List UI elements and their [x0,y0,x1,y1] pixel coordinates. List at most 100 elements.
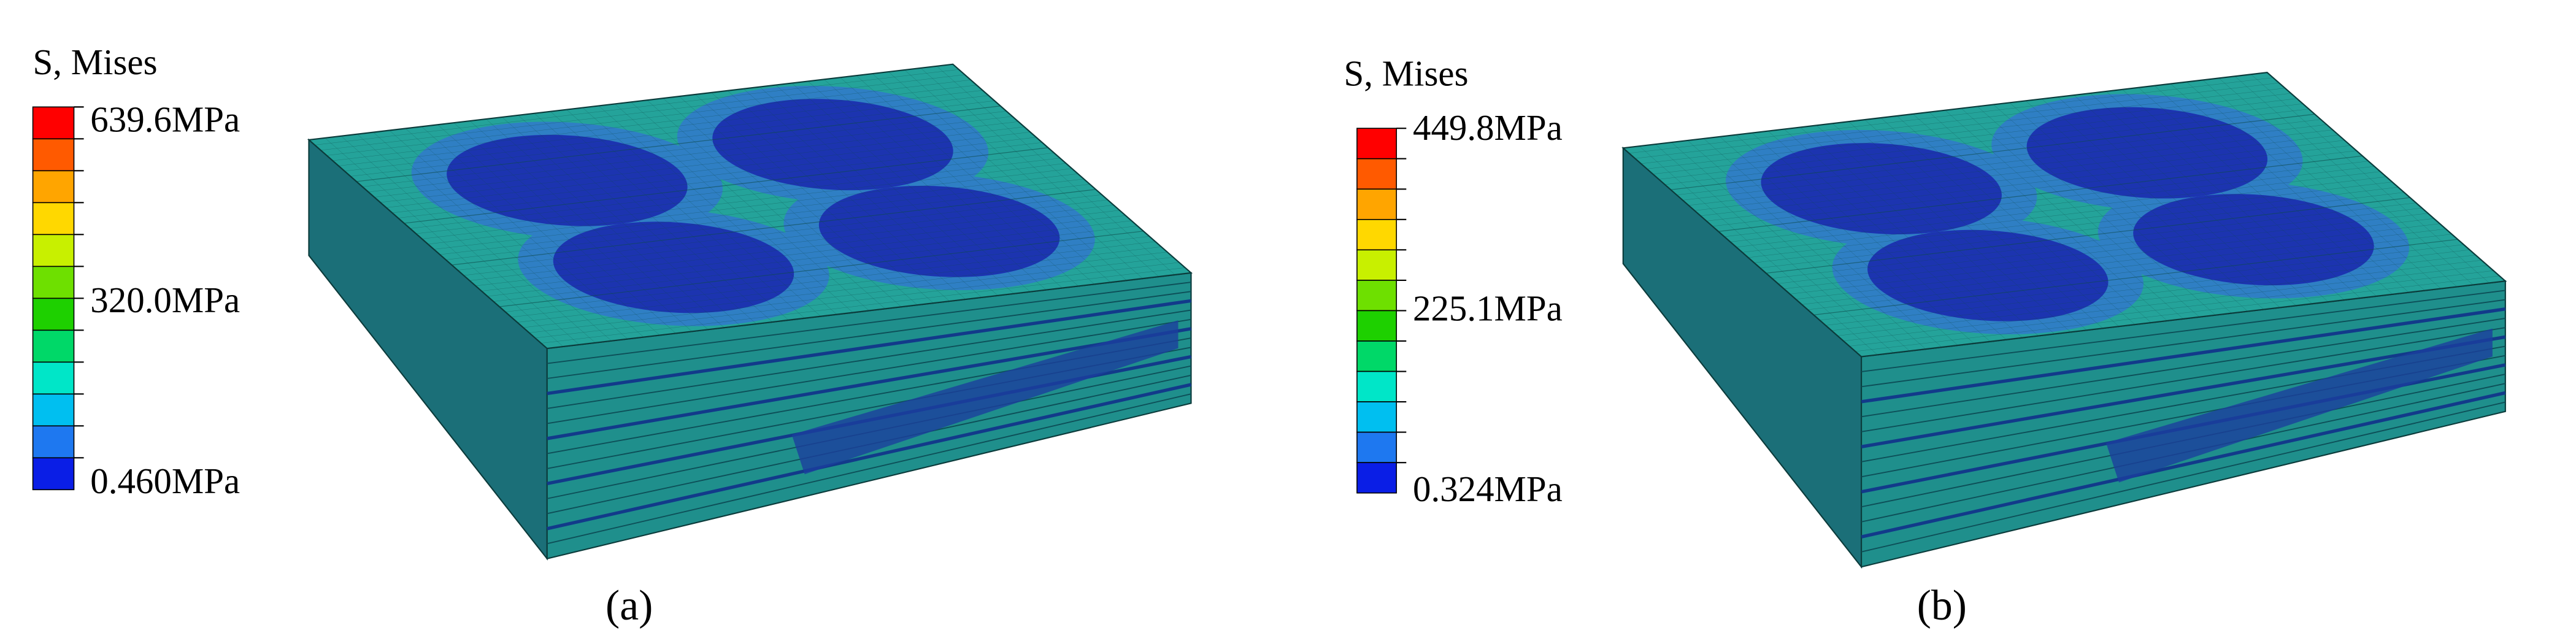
mesh-line [2219,78,2457,286]
color-band [1356,340,1398,372]
mesh-line [1742,177,2386,252]
color-band [1356,370,1398,402]
mesh-line [1802,229,2446,304]
color-band [32,457,75,491]
mesh-line [1832,255,2476,331]
mesh-line [470,205,1114,280]
color-band [32,361,75,395]
mesh-line [1766,198,2410,273]
box-front-core [2106,328,2493,483]
mesh-line [2235,76,2473,285]
mesh-line [647,100,885,309]
mesh-line [547,291,1191,379]
mesh-line [872,74,1110,282]
mesh-line [921,68,1159,277]
mesh-line [1760,193,2404,268]
panel: S, Mises 449.8MPa 225.1MPa 0.324MPa (b) [1344,54,2505,629]
mesh-line [2170,84,2409,293]
color-band [1356,158,1398,190]
mesh-line [541,267,1185,343]
legend-label: 0.460MPa [90,461,240,501]
legend-label: 225.1MPa [1413,289,1563,329]
color-band [32,202,75,236]
mesh-line [792,83,1030,292]
mesh-line [517,247,1161,322]
box-top-contour [1623,72,2505,356]
legend-title: S, Mises [33,42,158,82]
color-band [1356,310,1398,342]
mesh-line [2251,74,2489,283]
mesh-line [744,89,982,297]
mesh-line [824,79,1062,288]
mesh-line [1861,335,2506,448]
mesh-line [1861,327,2505,432]
mesh-line [529,257,1174,332]
mesh-line [663,98,901,307]
legend-label: 639.6MPa [90,100,240,140]
mesh-line [1837,260,2482,336]
stress-core [2026,107,2268,199]
mesh-line [493,226,1137,301]
stress-core [712,99,953,191]
mesh-line [2106,91,2344,300]
mesh-line [1961,109,2199,317]
mesh-line [1861,401,2506,553]
mesh-line [547,393,1191,545]
mesh-line [937,66,1175,275]
mesh-line [1855,276,2499,351]
color-band [1356,280,1398,312]
mesh-line [1813,239,2458,315]
mesh-line [1772,203,2416,278]
mesh-line [2042,99,2280,307]
mesh-line [547,282,1191,364]
box-front-core [791,320,1178,475]
mesh-line [499,231,1144,307]
caption: (b) [1917,582,1967,629]
mesh-line [776,85,1014,294]
mesh-line [1784,213,2428,289]
mesh-line [759,87,998,296]
legend-label: 0.324MPa [1413,469,1563,509]
mesh-line [1850,271,2494,346]
mesh-line [2074,95,2312,304]
color-band [32,425,75,459]
mesh-line [679,96,917,305]
color-band [32,297,75,331]
mesh-line [2090,93,2328,302]
color-band [1356,401,1398,433]
color-band [1356,128,1398,159]
color-band [32,266,75,299]
color-band [32,393,75,427]
mesh-line [2139,88,2377,296]
color-band [1356,188,1398,220]
mesh-line [1820,245,2464,320]
mesh-line [856,75,1094,284]
mesh-line [1993,104,2231,313]
mesh-line [840,77,1078,286]
mesh-line [808,81,1046,290]
mesh-line [1861,290,2505,372]
mesh-line [535,263,1179,338]
mesh-line [547,318,1191,424]
mesh-line [1808,234,2452,310]
mesh-line [452,190,1096,265]
mesh-line [475,210,1120,286]
mesh-line [712,93,950,301]
mesh-line [1778,208,2422,283]
color-band [32,106,75,140]
mesh-line [2026,101,2264,309]
mesh-line [888,72,1126,280]
mesh-line [547,383,1192,531]
mesh-line [547,309,1191,409]
mesh-line [464,200,1108,275]
mesh-line [482,215,1126,291]
mesh-line [1861,307,2506,404]
legend-label: 449.8MPa [1413,108,1563,148]
panel: S, Mises 639.6MPa 320.0MPa 0.460MPa (a) [32,42,1192,629]
mesh-line [2122,90,2360,298]
mesh-line [1796,224,2440,299]
mesh-line [1844,266,2488,341]
mesh-line [446,184,1090,259]
mesh-line [2203,80,2441,288]
